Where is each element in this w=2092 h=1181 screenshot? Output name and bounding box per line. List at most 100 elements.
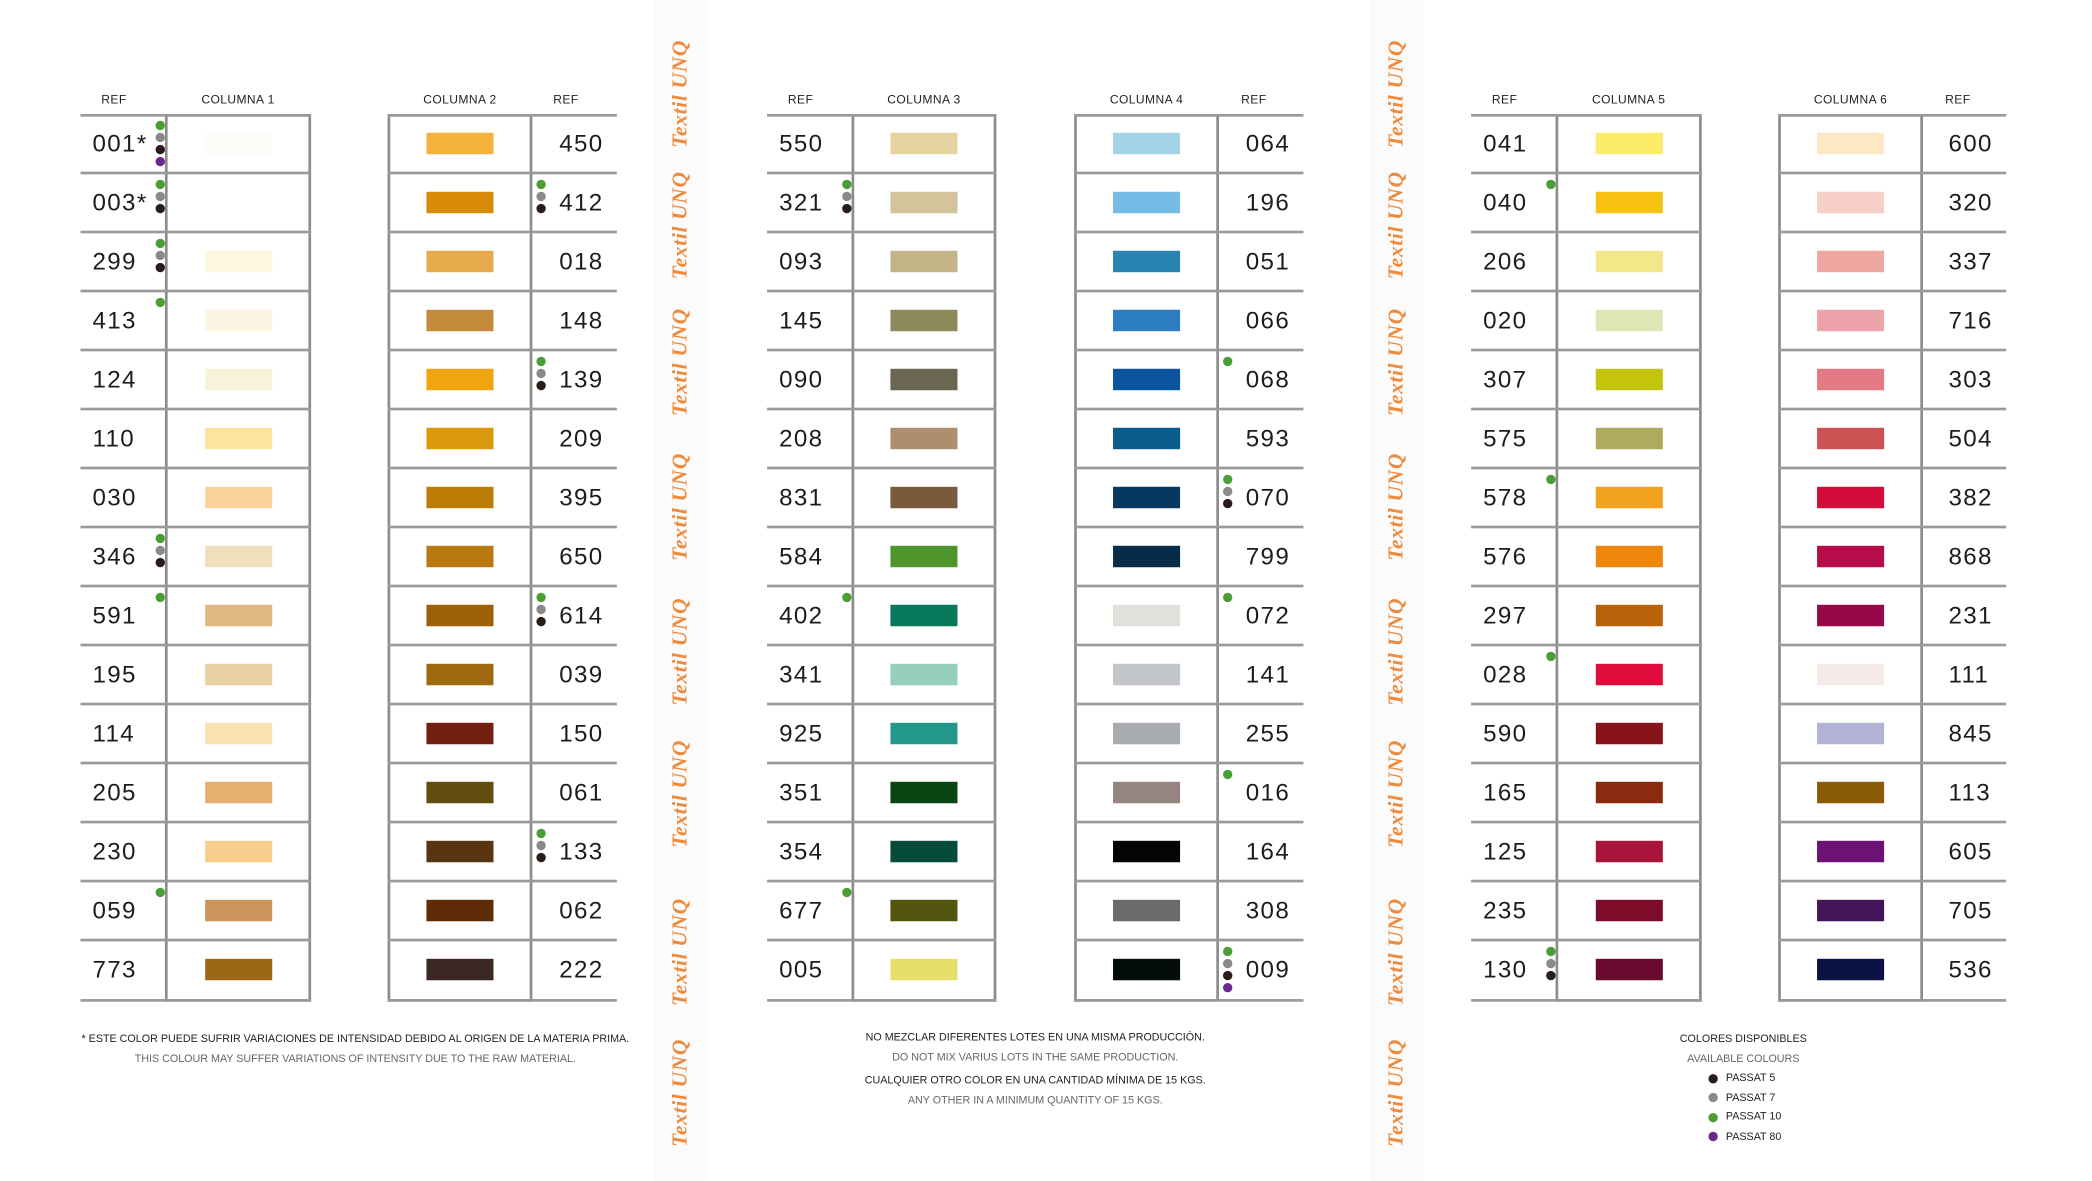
row-divider-top	[80, 113, 312, 117]
availability-dot-p10	[1546, 474, 1556, 485]
color-swatch	[426, 545, 494, 568]
watermark-strip-right	[1370, 0, 1425, 1181]
row-divider	[80, 702, 312, 706]
swatch-ref: 222	[559, 956, 604, 983]
swatch-ref: 090	[779, 366, 824, 393]
availability-dot-p10	[1546, 179, 1556, 190]
color-swatch	[890, 840, 958, 863]
row-divider	[1471, 466, 1702, 470]
color-swatch	[890, 191, 958, 214]
swatch-ref: 148	[559, 307, 604, 334]
column-header-col3: COLUMNA 3	[887, 92, 961, 106]
availability-dot-p5	[155, 557, 165, 568]
row-divider	[1471, 702, 1702, 706]
availability-dot-p5	[155, 262, 165, 273]
swatch-ref: 845	[1948, 720, 1993, 747]
swatch-ref: 145	[779, 307, 824, 334]
availability-dot-p5	[536, 203, 546, 214]
row-divider	[1074, 466, 1304, 470]
color-swatch	[890, 486, 958, 509]
color-swatch	[204, 781, 272, 804]
row-divider	[1778, 761, 2007, 765]
swatch-ref: 705	[1948, 897, 1993, 924]
swatch-ref: 001*	[92, 130, 148, 157]
color-swatch	[1595, 840, 1663, 863]
color-swatch	[1595, 899, 1663, 922]
color-swatch	[1113, 191, 1181, 214]
availability-dot-p5	[536, 616, 546, 627]
color-swatch	[204, 840, 272, 863]
swatch-ref: 413	[92, 307, 137, 334]
color-swatch	[1817, 958, 1885, 981]
color-swatch	[1595, 781, 1663, 804]
availability-dot-p10	[536, 179, 546, 190]
watermark-text: Textil UNQ	[1377, 578, 1417, 726]
swatch-ref: 600	[1948, 130, 1993, 157]
row-divider	[1074, 348, 1304, 352]
swatch-ref: 354	[779, 838, 824, 865]
color-swatch	[1817, 191, 1885, 214]
availability-dot-p5	[1222, 498, 1233, 509]
row-divider	[767, 230, 997, 234]
swatch-ref: 133	[559, 838, 604, 865]
row-divider	[80, 348, 312, 352]
row-divider	[767, 879, 997, 883]
row-divider	[80, 289, 312, 293]
color-swatch	[1817, 486, 1885, 509]
color-swatch	[890, 958, 958, 981]
color-swatch	[1595, 663, 1663, 686]
color-swatch	[426, 958, 494, 981]
watermark-label: Textil UNQ	[669, 308, 692, 416]
color-swatch	[1595, 722, 1663, 745]
watermark-label: Textil UNQ	[669, 739, 692, 848]
row-divider	[1471, 584, 1702, 588]
swatch-ref: 016	[1245, 779, 1291, 806]
row-divider	[80, 879, 312, 883]
swatch-ref: 150	[559, 720, 604, 747]
availability-dot-p10	[155, 238, 165, 249]
swatch-ref: 113	[1948, 779, 1991, 806]
swatch-ref: 141	[1245, 661, 1291, 688]
row-divider	[1074, 643, 1304, 647]
legend-label-p80: PASSAT 80	[1725, 1129, 1782, 1142]
row-divider	[1778, 348, 2007, 352]
availability-dot-p7	[1222, 958, 1233, 969]
row-divider	[1074, 938, 1304, 942]
row-divider	[767, 466, 997, 470]
color-swatch	[890, 545, 958, 568]
color-swatch	[890, 604, 958, 627]
swatch-ref: 320	[1948, 189, 1993, 216]
row-divider-top	[1074, 113, 1304, 117]
color-swatch	[1595, 309, 1663, 332]
swatch-ref: 650	[559, 543, 604, 570]
row-divider	[1074, 761, 1304, 765]
swatch-ref: 018	[559, 248, 604, 275]
color-swatch	[1817, 604, 1885, 627]
availability-dot-p10	[155, 533, 165, 544]
swatch-ref: 196	[1245, 189, 1291, 216]
color-swatch	[1817, 899, 1885, 922]
swatch-ref: 028	[1483, 661, 1528, 688]
color-swatch	[1817, 132, 1885, 155]
color-swatch	[204, 132, 272, 155]
color-swatch	[1113, 899, 1181, 922]
swatch-ref: 868	[1948, 543, 1993, 570]
row-divider	[1074, 879, 1304, 883]
availability-dot-p10	[155, 179, 165, 190]
swatch-ref: 799	[1245, 543, 1291, 570]
swatch-ref: 062	[559, 897, 604, 924]
watermark-label: Textil UNQ	[669, 898, 692, 1007]
color-swatch	[1595, 545, 1663, 568]
color-swatch	[1595, 368, 1663, 391]
watermark-label: Textil UNQ	[1385, 308, 1409, 416]
swatch-ref: 020	[1483, 307, 1528, 334]
color-swatch	[1595, 604, 1663, 627]
availability-dot-p5	[536, 852, 546, 863]
watermark-text: Textil UNQ	[661, 1019, 701, 1167]
swatch-ref: 590	[1483, 720, 1528, 747]
row-divider-top	[1778, 113, 2007, 117]
color-swatch	[890, 663, 958, 686]
availability-dot-p7	[536, 604, 546, 615]
color-swatch	[426, 840, 494, 863]
swatch-ref: 402	[779, 602, 824, 629]
